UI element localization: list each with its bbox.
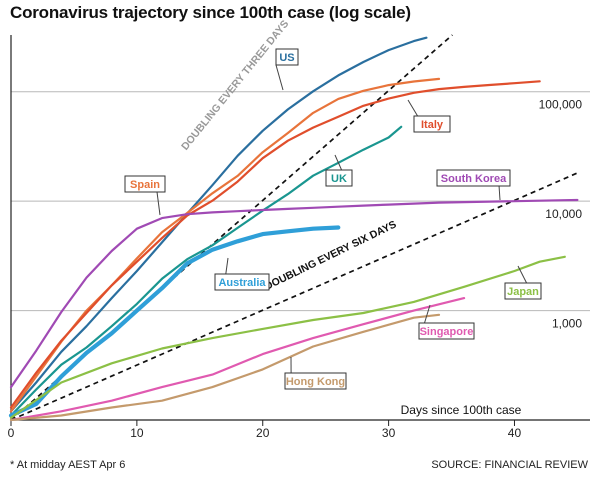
series-label-singapore: Singapore: [418, 304, 475, 340]
series-label-spain: Spain: [124, 175, 166, 216]
series-labels: US Spain Italy UK South Korea Australia Japan S…: [124, 48, 542, 390]
leader-line: [225, 257, 229, 275]
x-tick-label: 0: [8, 426, 15, 440]
series-line-singapore: [9, 297, 466, 422]
y-tick-label: 10,000: [545, 207, 582, 221]
label-box: [275, 48, 299, 66]
series-label-text: UK: [331, 173, 347, 185]
series-line-uk: [9, 125, 403, 417]
x-tick-label: 10: [130, 426, 144, 440]
series-label-text: Japan: [507, 286, 539, 298]
series-label-text: Hong Kong: [286, 376, 345, 388]
y-tick-label: 100,000: [539, 98, 583, 112]
series-label-text: Italy: [421, 119, 444, 131]
series-label-text: Singapore: [420, 326, 474, 338]
series-label-australia: Australia: [214, 257, 270, 291]
label-box: [284, 372, 347, 390]
x-tick-label: 40: [508, 426, 522, 440]
reference-line-label-3-days: DOUBLING EVERY THREE DAYS: [179, 18, 291, 153]
x-tick-label: 30: [382, 426, 396, 440]
series-label-text: Australia: [218, 277, 266, 289]
series-lines: [8, 36, 579, 422]
footnote: * At midday AEST Apr 6: [10, 459, 126, 471]
series-line-south-korea: [9, 198, 579, 389]
label-box: [214, 273, 270, 291]
source-credit: SOURCE: FINANCIAL REVIEW: [431, 459, 588, 471]
axes-layer: 1,000 10,000 100,000 0 10 20 30 40 Days since 10…: [8, 35, 590, 440]
leader-line: [407, 99, 419, 117]
label-box: [413, 115, 451, 133]
chart-title: Coronavirus trajectory since 100th case …: [10, 3, 411, 22]
series-label-hong-kong: Hong Kong: [284, 356, 347, 390]
series-label-us: US: [275, 48, 299, 91]
series-line-spain: [9, 77, 441, 413]
series-line-us: [9, 36, 428, 413]
x-axis-label: Days since 100th case: [401, 403, 522, 417]
x-tick-label: 20: [256, 426, 270, 440]
series-label-text: Spain: [130, 179, 160, 191]
series-label-south-korea: South Korea: [436, 169, 511, 201]
series-line-hong-kong: [9, 313, 441, 422]
reference-line-6-days: [10, 172, 578, 421]
leader-line: [517, 265, 528, 284]
series-line-australia: [8, 225, 341, 418]
reference-line-3-days: [10, 34, 453, 421]
leader-line: [498, 185, 501, 201]
label-box: [436, 169, 511, 187]
series-label-text: South Korea: [441, 173, 507, 185]
label-box: [124, 175, 166, 193]
series-line-japan: [9, 255, 566, 419]
series-label-uk: UK: [325, 154, 353, 187]
series-line-italy: [9, 80, 541, 409]
y-tick-label: 1,000: [552, 317, 582, 331]
leader-line: [334, 154, 343, 171]
leader-line: [275, 64, 284, 91]
series-label-italy: Italy: [407, 99, 451, 133]
label-box: [418, 322, 475, 340]
leader-line: [156, 191, 161, 216]
label-box: [325, 169, 353, 187]
series-label-japan: Japan: [504, 265, 542, 300]
label-box: [504, 282, 542, 300]
series-label-text: US: [279, 52, 294, 64]
leader-line: [424, 304, 431, 324]
